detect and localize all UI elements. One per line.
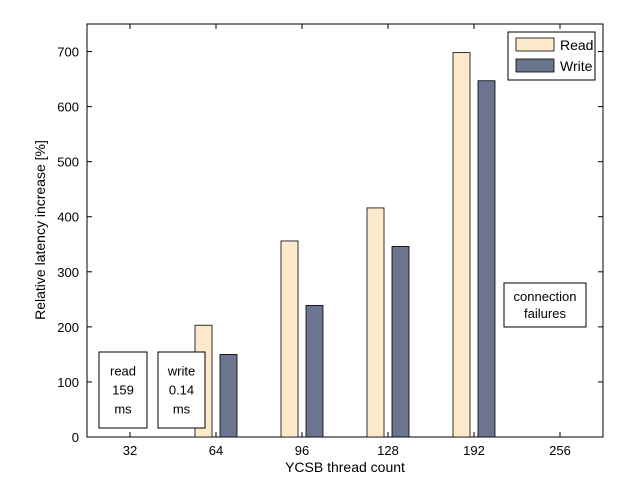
- x-tick-label: 96: [295, 443, 309, 458]
- connection-failures-text: connection: [514, 289, 577, 304]
- y-tick-label: 500: [57, 155, 79, 170]
- x-axis-label: YCSB thread count: [285, 459, 405, 475]
- legend-swatch-write: [515, 58, 555, 73]
- read-baseline-text: 159: [112, 383, 134, 398]
- x-tick-label: 256: [549, 443, 571, 458]
- write-baseline-text: write: [167, 364, 195, 379]
- bars: [194, 52, 496, 438]
- x-tick-label: 128: [377, 443, 399, 458]
- bar-write-192: [477, 80, 496, 438]
- bar-read-192: [452, 52, 471, 438]
- write-baseline-text: ms: [173, 402, 191, 417]
- y-tick-label: 0: [72, 430, 79, 445]
- connection-failures-box: [503, 282, 587, 328]
- read-baseline-box: [98, 351, 148, 429]
- y-tick-label: 600: [57, 100, 79, 115]
- bar-read-128: [366, 207, 385, 438]
- read-baseline-text: read: [110, 364, 136, 379]
- y-tick-label: 400: [57, 210, 79, 225]
- legend-label-read: Read: [560, 37, 593, 53]
- legend-label-write: Write: [560, 58, 593, 74]
- bar-write-64: [219, 353, 238, 438]
- x-tick-label: 192: [463, 443, 485, 458]
- write-baseline-text: 0.14: [169, 383, 194, 398]
- y-tick-label: 300: [57, 265, 79, 280]
- x-axis: 32 64 96 128 192 256: [123, 24, 571, 458]
- legend: Read Write: [507, 31, 596, 81]
- bar-read-96: [280, 240, 299, 438]
- y-tick-label: 700: [57, 45, 79, 60]
- bar-write-96: [305, 304, 324, 438]
- y-axis-label: Relative latency increase [%]: [32, 140, 48, 320]
- y-tick-label: 200: [57, 320, 79, 335]
- x-tick-label: 64: [209, 443, 223, 458]
- legend-swatch-read: [515, 37, 555, 52]
- bar-write-128: [391, 246, 410, 438]
- x-tick-label: 32: [123, 443, 137, 458]
- write-baseline-box: [157, 351, 206, 429]
- read-baseline-text: ms: [114, 402, 132, 417]
- y-axis: 0 100 200 300 400 500 600 700: [57, 45, 603, 445]
- y-tick-label: 100: [57, 375, 79, 390]
- connection-failures-text: failures: [524, 306, 566, 321]
- annotations: read 159 ms write 0.14 ms connection failures: [98, 282, 587, 429]
